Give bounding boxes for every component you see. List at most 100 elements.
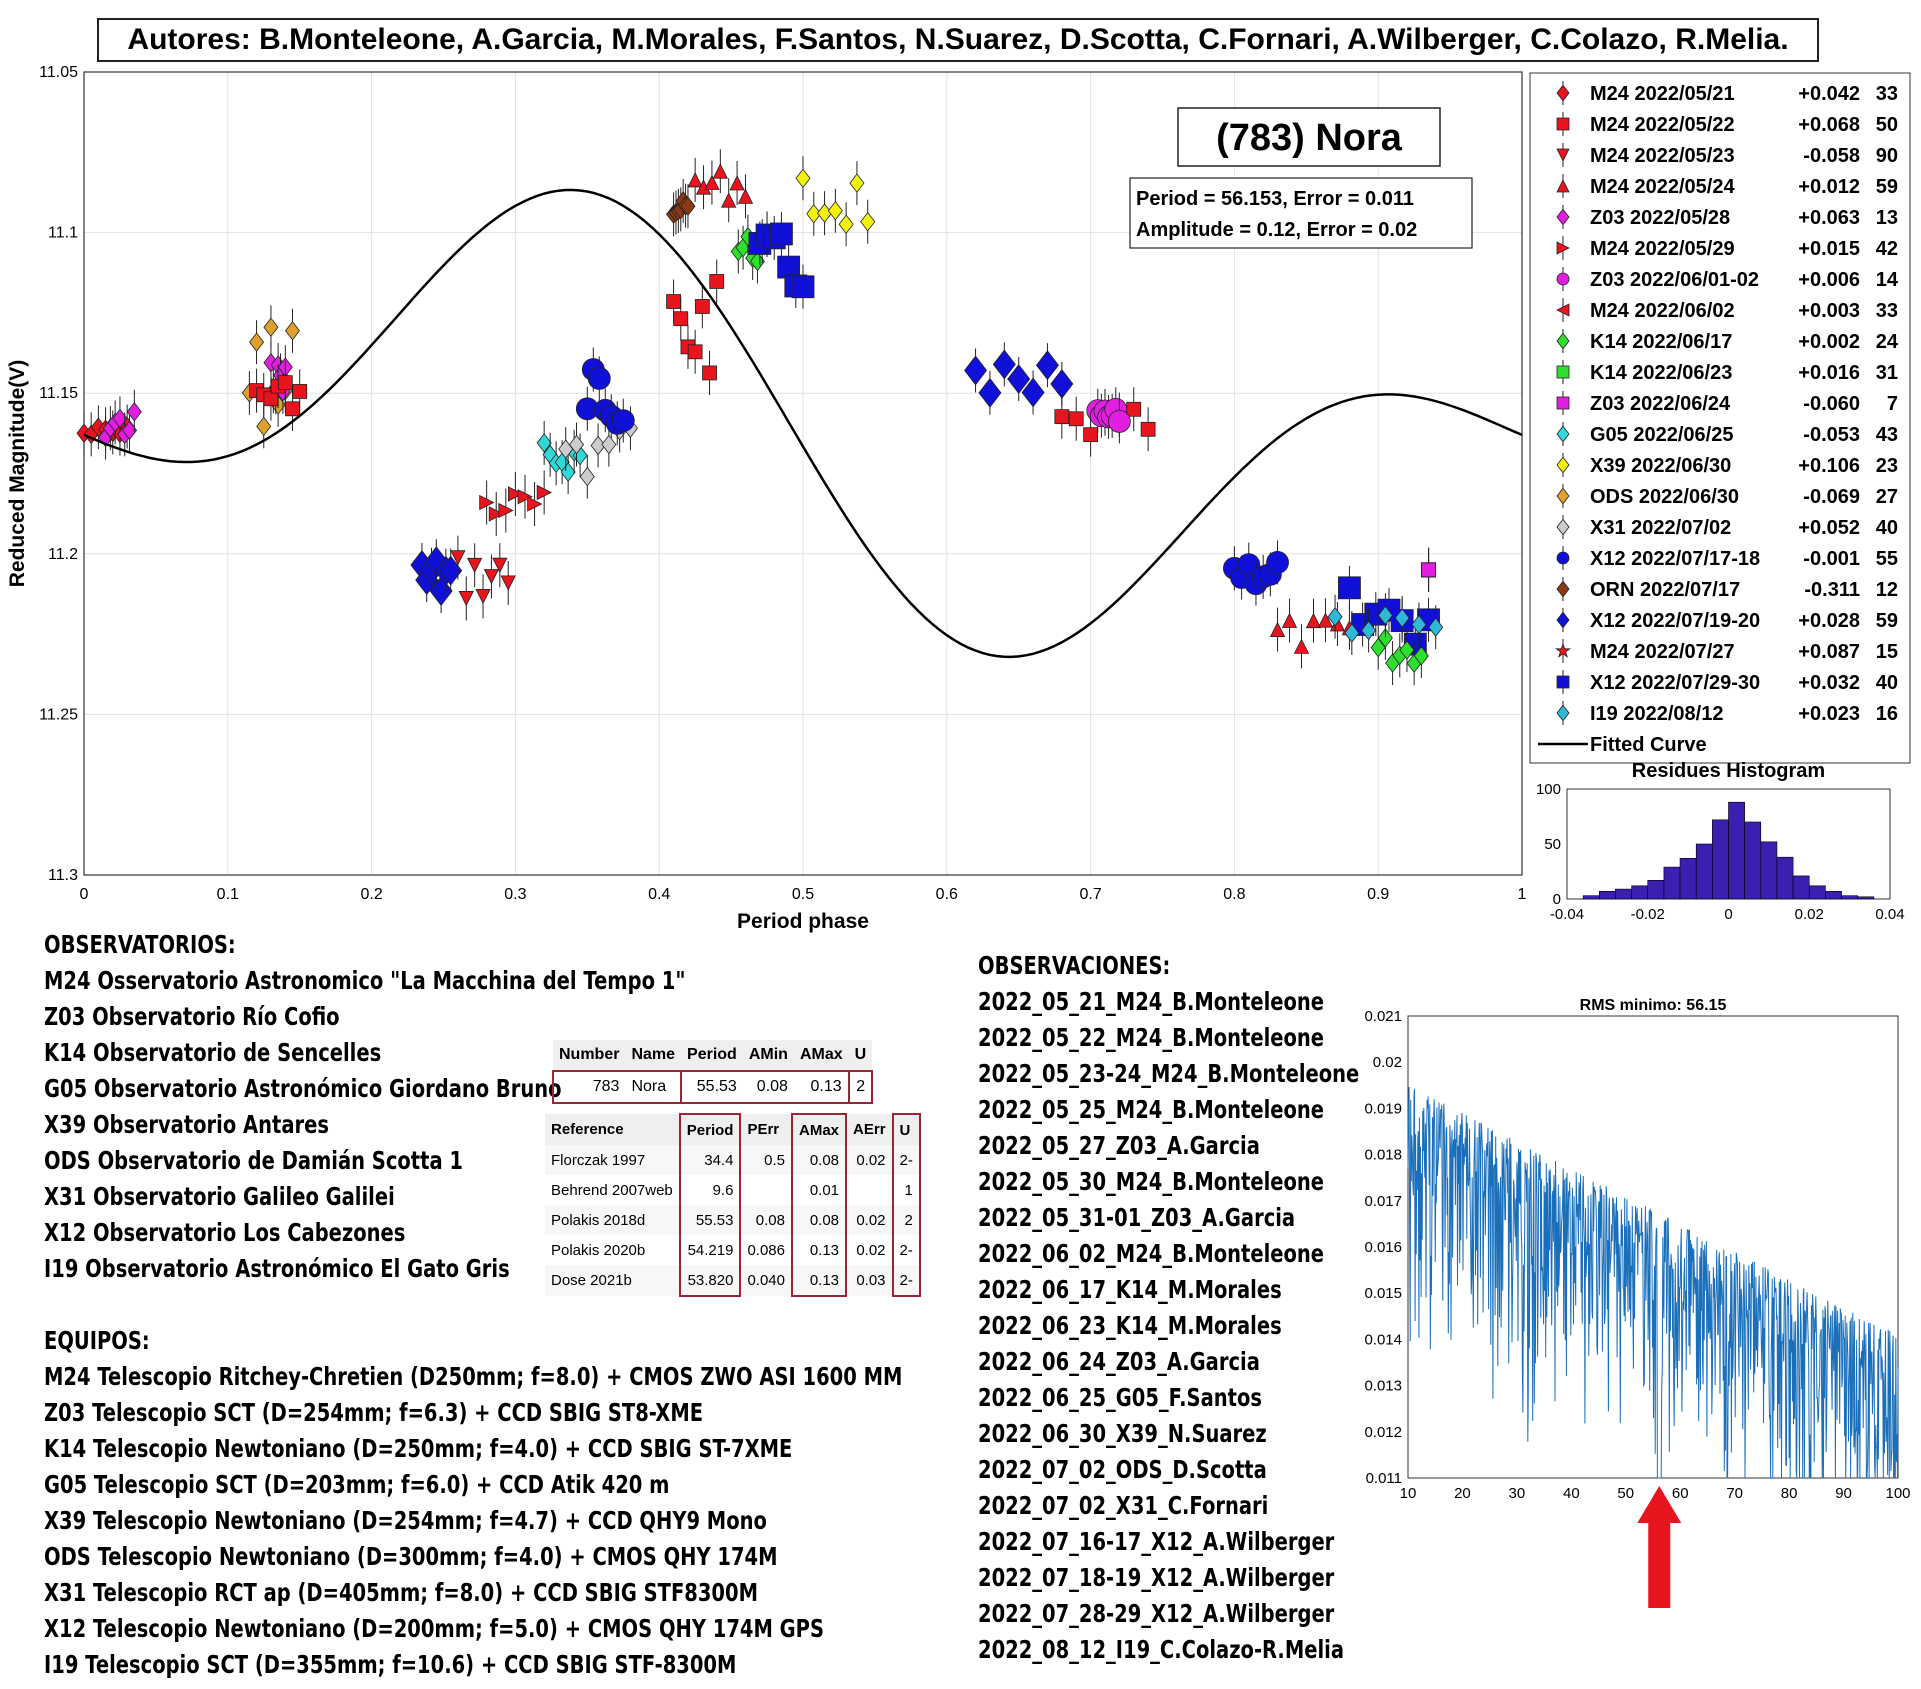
- data-point: [838, 214, 854, 234]
- histogram-bar: [1663, 866, 1681, 900]
- data-point: [1327, 606, 1343, 627]
- reference-cell: 9.6: [678, 1175, 742, 1205]
- rms-line: [1407, 1086, 1899, 1479]
- data-point: [1107, 410, 1131, 433]
- legend-count: 43: [1876, 424, 1898, 446]
- authors-banner: Autores: B.Monteleone, A.Garcia, M.Moral…: [97, 18, 1819, 62]
- legend-offset: +0.106: [1798, 455, 1860, 477]
- histogram-bar: [1647, 880, 1665, 900]
- y-tick-label: 11.05: [39, 64, 78, 81]
- reference-cell: 2-: [891, 1235, 921, 1265]
- legend-label: M24 2022/05/21: [1590, 83, 1735, 105]
- reference-cell: 2-: [891, 1145, 921, 1175]
- fitted-curve: [83, 188, 1523, 659]
- legend-marker: [1556, 179, 1570, 193]
- x-tick-label: 0.8: [1223, 886, 1245, 903]
- legend-count: 90: [1876, 145, 1898, 167]
- legend-count: 40: [1876, 672, 1898, 694]
- legend-offset: +0.002: [1798, 331, 1860, 353]
- observacion-item: 2022_06_02_M24_B.Monteleone: [978, 1239, 1325, 1268]
- equipo-item: X12 Telescopio Newtoniano (D=200mm; f=5.…: [44, 1614, 824, 1643]
- legend-label: X12 2022/07/29-30: [1590, 672, 1760, 694]
- legend-marker: [1556, 518, 1570, 536]
- legend-label: X12 2022/07/17-18: [1590, 548, 1760, 570]
- data-point: [1035, 350, 1059, 381]
- legend-marker: [1556, 675, 1570, 689]
- equipo-item: Z03 Telescopio SCT (D=254mm; f=6.3) + CC…: [44, 1398, 704, 1427]
- histogram-x-tick: 0.04: [1875, 906, 1904, 923]
- histogram-bar: [1712, 819, 1729, 900]
- legend-offset: +0.012: [1798, 176, 1860, 198]
- rms-x-tick: 90: [1835, 1485, 1852, 1502]
- observacion-item: 2022_07_02_ODS_D.Scotta: [978, 1455, 1267, 1484]
- rms-y-tick: 0.013: [1364, 1378, 1402, 1395]
- legend-label: ORN 2022/07/17: [1590, 579, 1740, 601]
- data-point: [687, 344, 703, 360]
- reference-cell: Polakis 2018d: [551, 1211, 646, 1229]
- reference-header-cell: Period: [678, 1113, 742, 1145]
- reference-cell: 0.03: [856, 1272, 886, 1289]
- data-point: [1305, 612, 1322, 629]
- data-point: [292, 384, 308, 399]
- y-axis-label: Reduced Magnitude(V): [6, 360, 29, 588]
- data-point: [256, 416, 272, 437]
- legend-count: 59: [1876, 176, 1898, 198]
- data-point: [507, 486, 524, 502]
- legend-offset: -0.311: [1804, 579, 1860, 601]
- reference-cell: 0.02: [856, 1211, 886, 1229]
- histogram-x-tick: -0.04: [1550, 906, 1584, 923]
- legend-label: Z03 2022/06/24: [1590, 393, 1731, 415]
- legend-count: 15: [1876, 641, 1898, 663]
- equipo-item: X31 Telescopio RCT ap (D=405mm; f=8.0) +…: [44, 1578, 758, 1607]
- data-point: [666, 294, 681, 309]
- data-point: [263, 391, 279, 407]
- observacion-item: 2022_05_22_M24_B.Monteleone: [978, 1023, 1325, 1052]
- data-point: [450, 550, 466, 566]
- legend-marker: [1556, 425, 1570, 443]
- reference-cell: Dose 2021b: [551, 1272, 632, 1289]
- reference-cell: 0.040: [747, 1272, 785, 1289]
- observacion-item: 2022_07_16-17_X12_A.Wilberger: [978, 1527, 1335, 1556]
- lcdb-header-cell: Name: [625, 1040, 682, 1071]
- data-point: [978, 377, 1002, 408]
- legend-count: 27: [1876, 486, 1898, 508]
- data-point: [1269, 621, 1286, 637]
- histogram-y-tick: 100: [1536, 781, 1561, 798]
- data-point: [1317, 612, 1334, 628]
- data-point: [737, 188, 754, 204]
- legend-count: 16: [1876, 703, 1898, 725]
- data-point: [680, 196, 696, 216]
- observacion-item: 2022_05_31-01_Z03_A.Garcia: [978, 1203, 1296, 1232]
- legend-offset: +0.016: [1798, 362, 1860, 384]
- observacion-item: 2022_05_27_Z03_A.Garcia: [978, 1131, 1260, 1160]
- lightcurve-chart: 0 0.1 0.2 0.3 0.4 0.5 0.6 0.7 0.8 0.9 1 11.05 11.1 11…: [6, 64, 1911, 933]
- histogram-bar: [1599, 891, 1616, 900]
- x-tick-label: 0.5: [792, 886, 814, 903]
- data-point: [1293, 638, 1310, 654]
- observacion-item: 2022_06_23_K14_M.Morales: [978, 1311, 1282, 1340]
- histogram-bar: [1760, 841, 1778, 900]
- data-point: [1083, 427, 1098, 443]
- data-point: [467, 557, 483, 574]
- legend-label: X12 2022/07/19-20: [1590, 610, 1760, 632]
- lcdb-header-cell: AMin: [742, 1040, 794, 1071]
- data-point: [1361, 620, 1377, 641]
- legend-marker: [1556, 303, 1570, 317]
- legend-count: 14: [1876, 269, 1899, 291]
- y-tick-label: 11.3: [48, 867, 78, 884]
- lcdb-cell: 2: [847, 1070, 874, 1104]
- legend-marker: [1556, 704, 1570, 722]
- data-point: [827, 201, 843, 221]
- legend-offset: +0.042: [1798, 83, 1860, 105]
- legend-curve-label: Fitted Curve: [1590, 734, 1707, 756]
- legend-count: 55: [1876, 548, 1898, 570]
- legend-marker: [1554, 642, 1572, 658]
- rms-x-tick: 20: [1454, 1485, 1471, 1502]
- observatorio-item: M24 Osservatorio Astronomico "La Macchin…: [44, 966, 686, 995]
- legend-marker: [1556, 580, 1570, 598]
- legend-marker: [1556, 487, 1570, 505]
- data-point: [492, 557, 508, 574]
- legend-count: 31: [1876, 362, 1898, 384]
- rms-x-tick: 70: [1726, 1485, 1743, 1502]
- histogram-bar: [1776, 856, 1794, 900]
